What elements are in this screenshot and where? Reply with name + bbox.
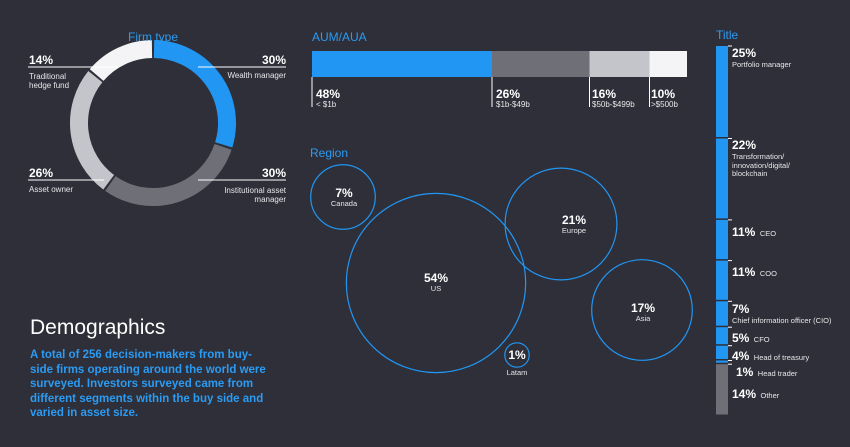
title-seg-1-label: Transformation/ innovation/digital/ bloc… xyxy=(732,152,790,178)
title-seg-3-pct: 11% xyxy=(732,265,756,279)
aum-seg-1-pct: 26% xyxy=(496,87,521,101)
donut-slice-0 xyxy=(153,40,236,148)
bubble-2 xyxy=(504,167,618,281)
title-seg-6-pct: 4% xyxy=(732,349,750,363)
title-segment-6 xyxy=(716,345,728,359)
aum-seg-0-label: < $1b xyxy=(316,100,337,109)
title-seg-2: 11% CEO xyxy=(732,223,776,241)
title-seg-5: 5% CFO xyxy=(732,329,770,347)
bubble-0 xyxy=(310,164,376,230)
bubble-asia-text: 17% Asia xyxy=(613,301,673,324)
aum-segment-3 xyxy=(649,51,687,77)
aum-segment-0 xyxy=(312,51,492,77)
title-segment-7 xyxy=(716,360,728,363)
aum-seg-3-label: >$500b xyxy=(651,100,678,109)
bubble-asia-pct: 17% xyxy=(630,301,656,315)
asset-owner-pct: 26% xyxy=(29,166,54,180)
donut-slice-2 xyxy=(70,70,115,190)
title-seg-8-pct: 14% xyxy=(732,387,757,401)
title-segment-8 xyxy=(716,364,728,415)
region-bubbles xyxy=(310,164,693,374)
aum-seg-1-label: $1b-$49b xyxy=(496,100,530,109)
aum-segment-1 xyxy=(492,51,590,77)
title-seg-8: 14% Other xyxy=(732,385,779,403)
institutional-label: Institutional asset manager xyxy=(224,186,286,204)
title-seg-1-pct: 22% xyxy=(732,138,757,152)
firm-type-title: Firm type xyxy=(128,30,179,44)
title-seg-7-pct: 1% xyxy=(736,365,754,379)
donut-slice-3 xyxy=(89,40,153,82)
bubble-europe-label: Europe xyxy=(561,226,587,235)
bubble-3 xyxy=(591,259,693,361)
title-seg-0-label: Portfolio manager xyxy=(732,60,792,69)
bubble-latam-label: Latam xyxy=(506,368,528,377)
title-seg-2-label: CEO xyxy=(759,229,777,238)
title-seg-6: 4% Head of treasury xyxy=(732,347,809,365)
title-seg-5-label: CFO xyxy=(753,335,770,344)
bubble-europe-pct: 21% xyxy=(561,213,587,227)
hedge-fund-pct: 14% xyxy=(29,53,54,67)
aum-title: AUM/AUA xyxy=(312,30,367,44)
title-segment-4 xyxy=(716,301,728,326)
title-seg-4-pct: 7% xyxy=(732,302,750,316)
bubble-us-pct: 54% xyxy=(423,271,449,285)
hedge-fund-label: Traditional hedge fund xyxy=(29,72,70,90)
title-segment-3 xyxy=(716,260,728,300)
aum-segment-2 xyxy=(589,51,650,77)
title-seg-2-pct: 11% xyxy=(732,225,756,239)
title-seg-3-label: COO xyxy=(759,269,777,278)
title-segment-1 xyxy=(716,138,728,219)
aum-seg-3-pct: 10% xyxy=(651,87,676,101)
bubble-canada-label: Canada xyxy=(330,199,358,208)
title-seg-6-label: Head of treasury xyxy=(753,353,810,362)
title-seg-4-label: Chief information officer (CIO) xyxy=(732,316,832,325)
bubble-canada-pct: 7% xyxy=(335,186,353,200)
bubble-4 xyxy=(504,342,530,368)
aum-seg-0-pct: 48% xyxy=(316,87,341,101)
title-bar xyxy=(716,45,732,415)
description-text: A total of 256 decision-makers from buy-… xyxy=(30,349,266,419)
bubble-canada-text: 7% Canada xyxy=(319,186,369,209)
region-title: Region xyxy=(310,146,349,160)
institutional-pct: 30% xyxy=(262,166,287,180)
title-seg-7-label: Head trader xyxy=(757,369,798,378)
bubble-europe-text: 21% Europe xyxy=(544,213,604,236)
title-seg-7: 1% Head trader xyxy=(736,363,797,381)
aum-bar xyxy=(311,51,687,107)
title-seg-8-label: Other xyxy=(760,391,780,400)
title-seg-5-pct: 5% xyxy=(732,331,750,345)
title-segment-5 xyxy=(716,327,728,345)
donut-slice-1 xyxy=(105,143,232,206)
aum-seg-2-label: $50b-$499b xyxy=(592,100,635,109)
bubble-us-text: 54% US xyxy=(406,271,466,294)
wealth-manager-label: Wealth manager xyxy=(227,71,286,80)
wealth-manager-pct: 30% xyxy=(262,53,287,67)
bubble-1 xyxy=(345,192,527,374)
aum-seg-2-pct: 16% xyxy=(592,87,617,101)
bubble-asia-label: Asia xyxy=(635,314,651,323)
asset-owner-label: Asset owner xyxy=(29,185,74,194)
title-segment-2 xyxy=(716,219,728,260)
title-segment-0 xyxy=(716,46,728,137)
bubble-latam-pct: 1% xyxy=(508,348,526,362)
title-seg-0-pct: 25% xyxy=(732,46,757,60)
title-bar-title: Title xyxy=(716,28,739,42)
firm-type-donut xyxy=(70,40,236,206)
page-title: Demographics xyxy=(30,316,166,339)
title-seg-3: 11% COO xyxy=(732,263,777,281)
bubble-us-label: US xyxy=(430,284,442,293)
